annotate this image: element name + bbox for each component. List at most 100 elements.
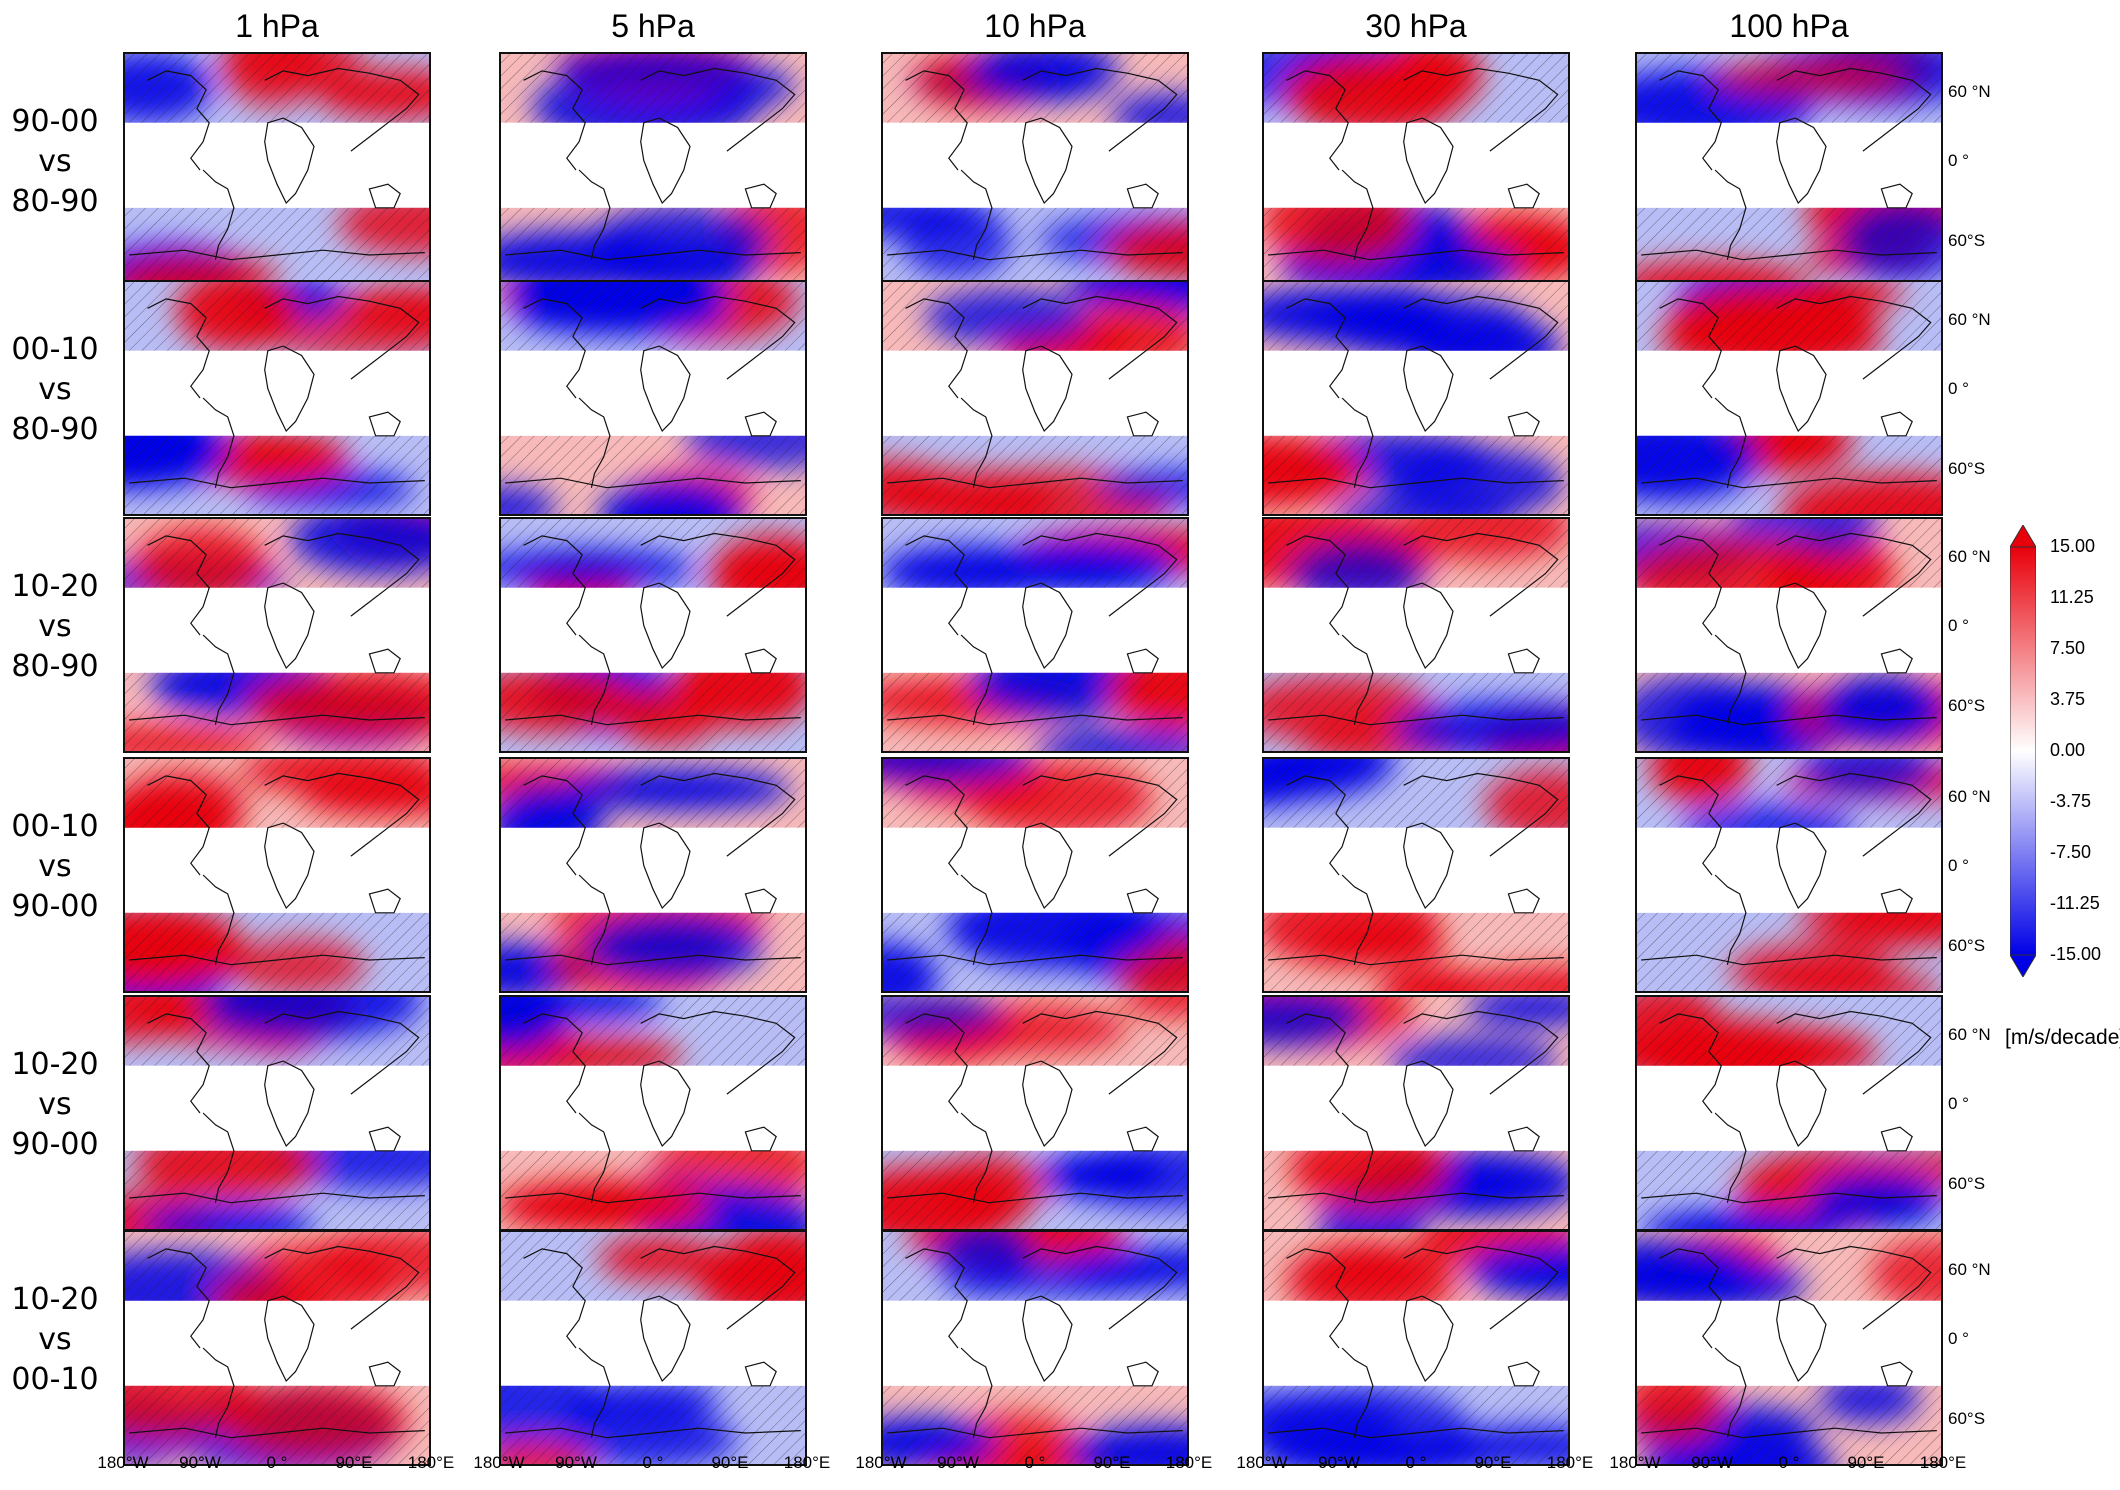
- latitude-label: 0 °: [1948, 1328, 1969, 1348]
- longitude-label: 180°W: [473, 1453, 525, 1472]
- coastline: [905, 298, 968, 399]
- coastline: [1659, 775, 1722, 876]
- coastline: [1126, 183, 1159, 209]
- column-title: 5 hPa: [611, 8, 695, 44]
- longitude-label: 180°E: [407, 1453, 455, 1472]
- coastline: [1286, 298, 1349, 399]
- coastline: [905, 775, 968, 876]
- row-label-line: 10-20: [11, 1282, 99, 1317]
- coastline: [264, 582, 315, 670]
- coastline: [523, 70, 586, 171]
- coastline: [264, 772, 420, 857]
- coastline: [129, 954, 425, 966]
- coastline: [744, 1126, 777, 1152]
- map-graphic: [1262, 517, 1570, 753]
- coastline: [744, 183, 777, 209]
- coastline: [1641, 249, 1937, 261]
- coastline: [1022, 67, 1178, 152]
- colorbar-tick-label: -7.50: [2050, 842, 2092, 862]
- coastline: [960, 169, 993, 260]
- coastline: [368, 183, 401, 209]
- coastline: [505, 954, 801, 966]
- coastline: [640, 582, 691, 670]
- coastline: [640, 117, 691, 205]
- coastline: [1126, 888, 1159, 914]
- coastline: [1286, 775, 1349, 876]
- map-panel: [123, 52, 431, 288]
- coastline: [1022, 345, 1073, 433]
- latitude-label: 60 °N: [1948, 82, 1991, 102]
- longitude-label: 90°E: [335, 1453, 373, 1472]
- map-panel: [123, 995, 431, 1231]
- map-graphic: [1635, 517, 1943, 753]
- map-panel: [881, 757, 1189, 993]
- coastline: [1403, 1245, 1559, 1330]
- coastline: [1341, 634, 1374, 725]
- latitude-label: 60 °N: [1948, 1260, 1991, 1280]
- column-title: 100 hPa: [1729, 8, 1849, 44]
- coastline: [368, 1126, 401, 1152]
- coastline: [1403, 1060, 1454, 1148]
- coastline: [368, 888, 401, 914]
- coastline: [1126, 411, 1159, 437]
- coastline: [960, 634, 993, 725]
- coastline: [744, 411, 777, 437]
- colorbar-tick-label: -3.75: [2050, 791, 2092, 811]
- latitude-label: 60 °N: [1948, 787, 1991, 807]
- coastline: [523, 775, 586, 876]
- coastline: [1022, 1295, 1073, 1383]
- coastline: [905, 1013, 968, 1114]
- map-graphic: [1262, 1230, 1570, 1466]
- coastline: [505, 1192, 801, 1204]
- coastline: [202, 1112, 235, 1203]
- coastline: [264, 345, 315, 433]
- colorbar: [2009, 524, 2037, 978]
- coastline: [1022, 1060, 1073, 1148]
- coastline: [905, 1248, 968, 1349]
- latitude-label: 60°S: [1948, 1408, 1986, 1428]
- map-graphic: [499, 995, 807, 1231]
- map-graphic: [123, 1230, 431, 1466]
- longitude-label: 180°E: [783, 1453, 831, 1472]
- coastline: [1507, 183, 1540, 209]
- coastline: [1403, 295, 1559, 380]
- map-panel: [1635, 1230, 1943, 1466]
- map-graphic: [1635, 280, 1943, 516]
- map-graphic: [1635, 995, 1943, 1231]
- coastline: [1641, 954, 1937, 966]
- map-graphic: [123, 757, 431, 993]
- longitude-label: 180°W: [97, 1453, 149, 1472]
- longitude-label: 90°E: [711, 1453, 749, 1472]
- longitude-label: 90°W: [1318, 1453, 1360, 1472]
- column-title: 30 hPa: [1365, 8, 1467, 44]
- latitude-label: 60°S: [1948, 935, 1986, 955]
- map-graphic: [1635, 1230, 1943, 1466]
- latitude-label: 60 °N: [1948, 310, 1991, 330]
- map-graphic: [499, 280, 807, 516]
- coastline: [1022, 822, 1073, 910]
- coastline: [1268, 249, 1564, 261]
- coastline: [264, 295, 420, 380]
- map-panel: [123, 1230, 431, 1466]
- longitude-label: 90°W: [555, 1453, 597, 1472]
- map-panel: [123, 757, 431, 993]
- column-title: 1 hPa: [235, 8, 319, 44]
- colorbar-unit: [m/s/decade]: [2005, 1026, 2120, 1049]
- coastline: [202, 169, 235, 260]
- coastline: [1776, 1245, 1932, 1330]
- coastline: [1403, 822, 1454, 910]
- coastline: [887, 477, 1183, 489]
- map-graphic: [881, 757, 1189, 993]
- map-panel: [123, 517, 431, 753]
- map-graphic: [1635, 52, 1943, 288]
- latitude-label: 0 °: [1948, 615, 1969, 635]
- colorbar-tick-label: 15.00: [2050, 536, 2096, 556]
- coastline: [578, 874, 611, 965]
- longitude-label: 90°E: [1093, 1453, 1131, 1472]
- coastline: [1776, 1295, 1827, 1383]
- coastline: [129, 477, 425, 489]
- map-graphic: [881, 995, 1189, 1231]
- coastline: [147, 70, 210, 171]
- map-graphic: [499, 52, 807, 288]
- map-panel: [1262, 52, 1570, 288]
